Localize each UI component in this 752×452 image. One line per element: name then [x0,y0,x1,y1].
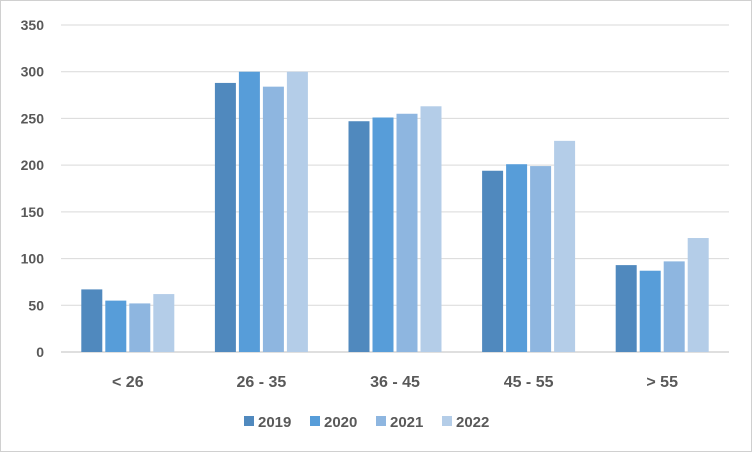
bar-2021 [530,166,552,352]
bar-2019 [348,121,370,352]
bar-2021 [663,261,685,352]
x-category-label: < 26 [112,374,144,391]
legend-swatch [442,416,452,426]
bars [81,71,709,353]
y-tick-label: 300 [21,64,45,80]
y-tick-label: 350 [21,17,45,33]
x-category-label: 45 - 55 [504,374,554,391]
bar-2022 [554,140,576,352]
bar-2022 [687,238,709,352]
bar-2022 [153,294,175,352]
bar-2022 [286,71,308,352]
bar-2019 [214,82,236,352]
legend-swatch [310,416,320,426]
y-tick-label: 250 [21,110,45,126]
y-tick-label: 100 [21,251,45,267]
legend-label: 2022 [456,414,489,431]
y-tick-label: 200 [21,157,45,173]
bar-2021 [129,303,151,352]
bar-2019 [615,265,637,352]
bar-2021 [262,86,284,353]
legend-swatch [244,416,254,426]
legend-label: 2019 [258,414,291,431]
bar-2019 [482,170,504,352]
x-category-label: 36 - 45 [370,374,420,391]
y-tick-label: 50 [28,297,44,313]
bar-2020 [105,300,127,352]
x-category-label: 26 - 35 [236,374,286,391]
legend-label: 2020 [324,414,357,431]
x-axis-categories: < 26 26 - 35 36 - 45 45 - 55 > 55 [112,374,678,391]
y-tick-label: 0 [36,344,44,360]
legend: 2019 2020 2021 2022 [244,414,489,431]
bar-2020 [506,164,528,352]
legend-swatch [376,416,386,426]
legend-label: 2021 [390,414,423,431]
bar-2020 [372,117,394,352]
bar-2020 [639,270,661,352]
y-axis-ticks: 0 50 100 150 200 250 300 350 [21,17,45,360]
bar-2020 [238,71,260,352]
bar-2021 [396,113,418,352]
bar-2022 [420,106,442,352]
y-tick-label: 150 [21,204,45,220]
bar-2019 [81,289,103,352]
x-category-label: > 55 [646,374,678,391]
